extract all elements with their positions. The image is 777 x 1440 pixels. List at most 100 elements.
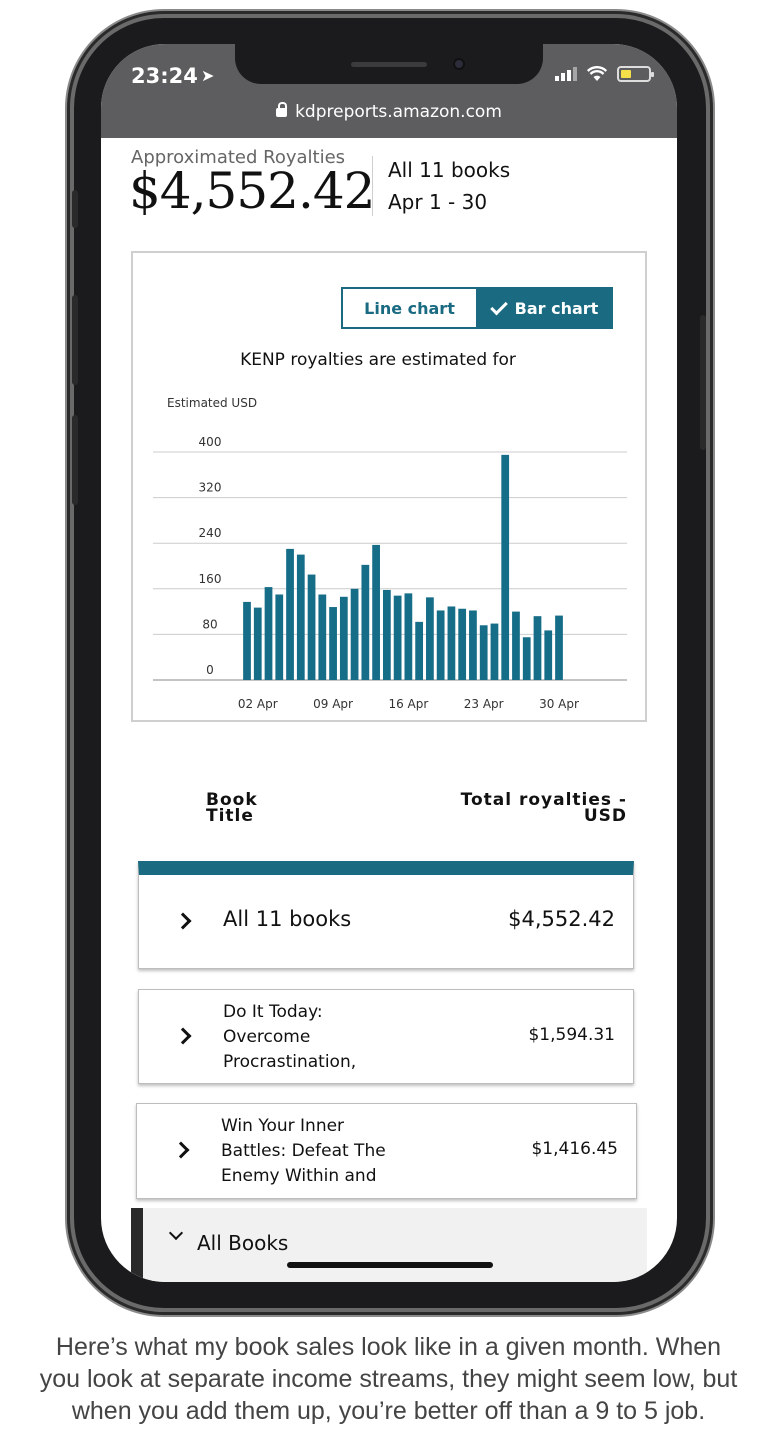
bar[interactable] <box>393 595 402 680</box>
power-button <box>700 315 706 450</box>
volume-up-button <box>72 295 78 385</box>
home-indicator <box>287 1262 493 1268</box>
volume-down-button <box>72 415 78 505</box>
bar[interactable] <box>447 606 456 680</box>
header-book-line2: Title <box>206 806 254 826</box>
row-value: $4,552.42 <box>508 907 615 931</box>
cellular-signal-icon <box>555 67 577 81</box>
bar[interactable] <box>479 625 488 680</box>
row-value: $1,416.45 <box>531 1139 618 1159</box>
bar[interactable] <box>501 454 510 680</box>
bar[interactable] <box>318 594 327 681</box>
caption-line: when you add them up, you’re better off … <box>71 1397 706 1425</box>
y-tick-label: 400 <box>199 435 222 449</box>
line-chart-label: Line chart <box>364 298 455 318</box>
status-icons <box>555 66 654 82</box>
dropdown-accent <box>131 1208 143 1282</box>
bar[interactable] <box>490 623 499 680</box>
bar[interactable] <box>329 607 337 680</box>
bar-chart-label: Bar chart <box>514 298 599 318</box>
url-text: kdpreports.amazon.com <box>295 102 502 122</box>
chevron-right-icon <box>172 1141 190 1159</box>
row-value: $1,594.31 <box>528 1025 615 1045</box>
header-book-line1: Book <box>206 790 258 810</box>
chart-panel: Line chart Bar chart KENP royalties are … <box>131 251 647 722</box>
bar[interactable] <box>243 601 251 680</box>
battery-icon <box>617 66 654 82</box>
bar[interactable] <box>544 630 553 680</box>
bar[interactable] <box>296 554 305 680</box>
column-header-book-title: Book Title <box>206 790 258 826</box>
y-tick-label: 80 <box>202 617 217 631</box>
date-range: Apr 1 - 30 <box>388 190 488 214</box>
caption-line: Here’s what my book sales look like in a… <box>55 1333 722 1361</box>
row-title: Win Your Inner Battles: Defeat The Enemy… <box>221 1114 386 1189</box>
bar[interactable] <box>426 597 434 680</box>
y-tick-label: 0 <box>206 663 214 677</box>
bar[interactable] <box>436 610 445 680</box>
x-tick-label: 16 Apr <box>388 697 428 711</box>
status-time: 23:24 <box>131 64 198 88</box>
y-tick-label: 160 <box>199 572 222 586</box>
bar[interactable] <box>415 621 424 680</box>
bar[interactable] <box>382 589 391 680</box>
y-tick-label: 240 <box>199 526 222 540</box>
front-camera <box>453 58 465 70</box>
caption: Here’s what my book sales look like in a… <box>0 1331 777 1427</box>
bar[interactable] <box>350 588 359 680</box>
chevron-right-icon <box>174 912 192 930</box>
y-tick-label: 320 <box>199 481 222 495</box>
bar[interactable] <box>253 607 262 680</box>
row-title-line: Do It Today: <box>223 1002 323 1022</box>
row-title-line: Battles: Defeat The <box>221 1141 386 1161</box>
bar-chart: 400 320 240 160 80 0 02 Apr 09 Apr 16 Apr 23 Apr 3… <box>153 435 627 711</box>
speaker-grille <box>351 62 427 67</box>
row-title: Do It Today: Overcome Procrastination, <box>223 1000 356 1075</box>
royalties-total: $4,552.42 <box>129 162 375 220</box>
summary-divider <box>372 156 373 216</box>
x-tick-label: 30 Apr <box>539 697 579 711</box>
x-tick-label: 09 Apr <box>313 697 353 711</box>
mute-switch <box>72 190 78 228</box>
bar[interactable] <box>361 564 370 680</box>
chart-title: KENP royalties are estimated for <box>240 350 516 370</box>
bar[interactable] <box>533 616 542 680</box>
status-bar: 23:24 ➤ kdpreports.amazon.com <box>101 44 677 138</box>
table-row[interactable]: Win Your Inner Battles: Defeat The Enemy… <box>136 1103 637 1199</box>
all-books-label: All Books <box>197 1231 289 1255</box>
table-row[interactable]: Do It Today: Overcome Procrastination, $… <box>138 989 634 1084</box>
bar[interactable] <box>264 587 273 680</box>
bar[interactable] <box>307 574 316 680</box>
wifi-icon <box>587 66 607 81</box>
book-scope: All 11 books <box>388 158 511 182</box>
notch <box>235 44 543 84</box>
lock-icon <box>276 102 288 117</box>
bar[interactable] <box>404 593 413 680</box>
bar[interactable] <box>275 594 284 681</box>
caption-line: you look at separate income streams, the… <box>39 1365 738 1393</box>
chevron-right-icon <box>174 1027 192 1045</box>
table-row-all-books[interactable]: All 11 books $4,552.42 <box>138 861 634 969</box>
line-chart-button[interactable]: Line chart <box>341 287 478 329</box>
bar[interactable] <box>522 637 531 680</box>
column-header-total-royalties: Total royalties - USD <box>460 790 627 826</box>
bar[interactable] <box>555 615 563 680</box>
royalties-label: Approximated Royalties <box>131 147 346 168</box>
x-tick-label: 02 Apr <box>238 697 278 711</box>
bar[interactable] <box>286 548 294 680</box>
header-total-line2: USD <box>583 806 627 826</box>
bar[interactable] <box>339 596 348 680</box>
bar-chart-button[interactable]: Bar chart <box>476 287 613 329</box>
header-total-line1: Total royalties - <box>460 790 627 810</box>
all-books-dropdown[interactable] <box>131 1208 647 1282</box>
row-title-line: Overcome <box>223 1027 311 1047</box>
bar[interactable] <box>372 544 380 680</box>
row-title-line: Procrastination, <box>223 1052 357 1072</box>
row-title: All 11 books <box>223 907 352 931</box>
bar[interactable] <box>458 608 467 680</box>
bar[interactable] <box>512 611 520 680</box>
bar[interactable] <box>469 610 477 680</box>
y-axis-label: Estimated USD <box>167 396 258 410</box>
url-bar[interactable]: kdpreports.amazon.com <box>101 102 677 122</box>
location-arrow-icon: ➤ <box>201 66 215 85</box>
